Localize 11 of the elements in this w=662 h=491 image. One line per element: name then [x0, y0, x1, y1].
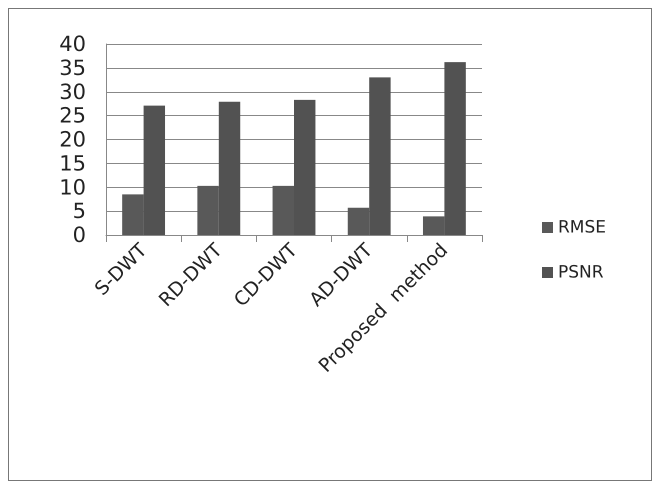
y-tick-label: 35	[59, 56, 86, 80]
y-tick-label: 25	[59, 104, 86, 128]
y-tick-label: 0	[72, 223, 86, 247]
legend-label: RMSE	[558, 218, 606, 238]
y-tick-label: 40	[59, 32, 86, 56]
y-tick-label: 30	[59, 80, 86, 104]
y-tick-label: 10	[59, 175, 86, 200]
legend-label: PSNR	[558, 262, 604, 282]
y-tick-label: 15	[59, 151, 86, 176]
y-tick-label: 20	[59, 128, 86, 152]
y-tick-label: 5	[72, 199, 86, 224]
